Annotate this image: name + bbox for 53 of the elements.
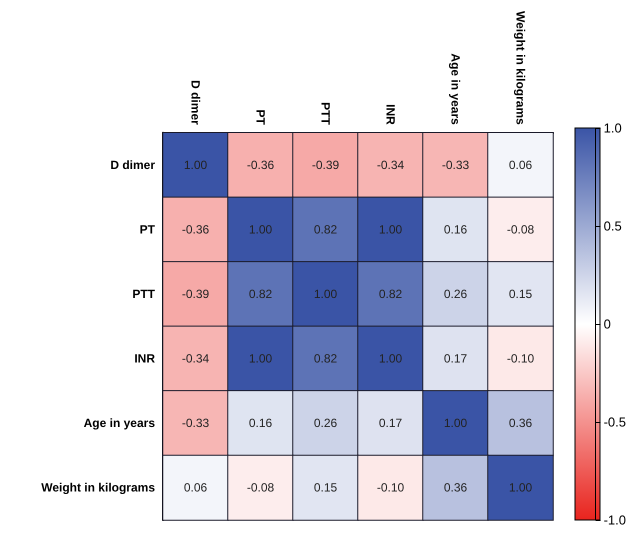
data-label: -0.34 <box>182 352 210 366</box>
y-tick-label: INR <box>134 352 156 366</box>
y-tick-label: PT <box>140 222 156 237</box>
data-label: 0.26 <box>444 287 468 302</box>
data-label: -0.39 <box>312 158 340 172</box>
data-label: -0.36 <box>182 222 210 237</box>
x-tick-label: PT <box>254 109 268 126</box>
y-tick-label: Weight in kilograms <box>41 480 156 495</box>
data-label: 1.00 <box>248 222 272 237</box>
color-bar-label: 0.5 <box>604 218 622 234</box>
data-label: -0.08 <box>246 480 274 495</box>
data-label: 0.26 <box>314 416 338 430</box>
data-label: 0.82 <box>248 287 272 302</box>
x-tick-label: D dimer <box>188 80 202 126</box>
color-bar-label: -1.0 <box>604 512 626 528</box>
x-tick-label: Weight in kilograms <box>514 11 528 126</box>
color-bar-label: -0.5 <box>604 414 626 430</box>
data-label: 0.15 <box>508 287 532 302</box>
data-label: 0.15 <box>314 480 338 495</box>
x-tick-label: PTT <box>318 102 332 126</box>
data-label: 1.00 <box>444 416 468 430</box>
y-tick-label: Age in years <box>84 416 156 430</box>
data-label: -0.10 <box>376 480 404 495</box>
data-label: 0.36 <box>508 416 532 430</box>
data-label: -0.34 <box>376 158 404 172</box>
data-label: 1.00 <box>378 222 402 237</box>
x-tick-label: Age in years <box>448 53 462 126</box>
color-bar-label: 0 <box>604 316 611 332</box>
data-label: 0.82 <box>378 287 402 302</box>
data-label: 0.16 <box>444 222 468 237</box>
data-label: 0.17 <box>444 352 468 366</box>
y-tick-label: PTT <box>132 287 156 302</box>
data-label: 1.00 <box>378 352 402 366</box>
data-label: 0.82 <box>314 222 338 237</box>
data-label: 0.16 <box>248 416 272 430</box>
data-label: -0.08 <box>506 222 534 237</box>
data-label: -0.36 <box>246 158 274 172</box>
data-label: 0.82 <box>314 352 338 366</box>
data-label: 0.36 <box>444 480 468 495</box>
data-label: 0.17 <box>378 416 402 430</box>
x-tick-label: INR <box>384 104 398 126</box>
data-label: 1.00 <box>314 287 338 302</box>
data-label: -0.10 <box>506 352 534 366</box>
data-label: 1.00 <box>184 158 208 172</box>
data-label: 0.06 <box>184 480 208 495</box>
y-tick-label: D dimer <box>110 158 156 172</box>
data-label: -0.39 <box>182 287 210 302</box>
data-label: 1.00 <box>508 480 532 495</box>
data-label: -0.33 <box>182 416 210 430</box>
data-label: 0.06 <box>508 158 532 172</box>
data-label: -0.33 <box>442 158 470 172</box>
color-bar-label: 1.0 <box>604 120 622 136</box>
data-label: 1.00 <box>248 352 272 366</box>
